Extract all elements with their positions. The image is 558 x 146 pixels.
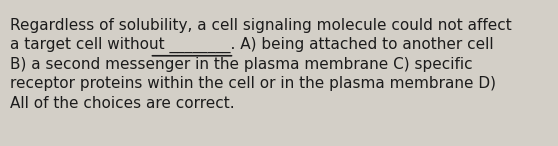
Text: Regardless of solubility, a cell signaling molecule could not affect
a target ce: Regardless of solubility, a cell signali… [10, 18, 512, 111]
